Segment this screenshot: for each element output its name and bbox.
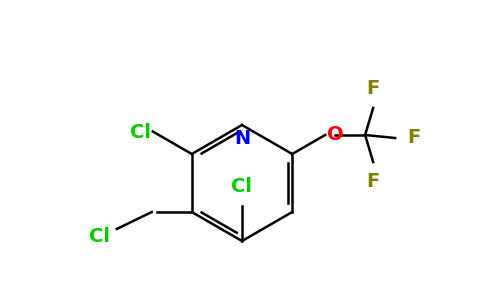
Text: O: O xyxy=(327,125,344,145)
Text: N: N xyxy=(234,128,250,148)
Text: F: F xyxy=(366,172,380,191)
Text: Cl: Cl xyxy=(130,123,151,142)
Text: Cl: Cl xyxy=(89,226,110,245)
Text: Cl: Cl xyxy=(231,177,253,196)
Text: F: F xyxy=(366,79,380,98)
Text: F: F xyxy=(407,128,421,148)
